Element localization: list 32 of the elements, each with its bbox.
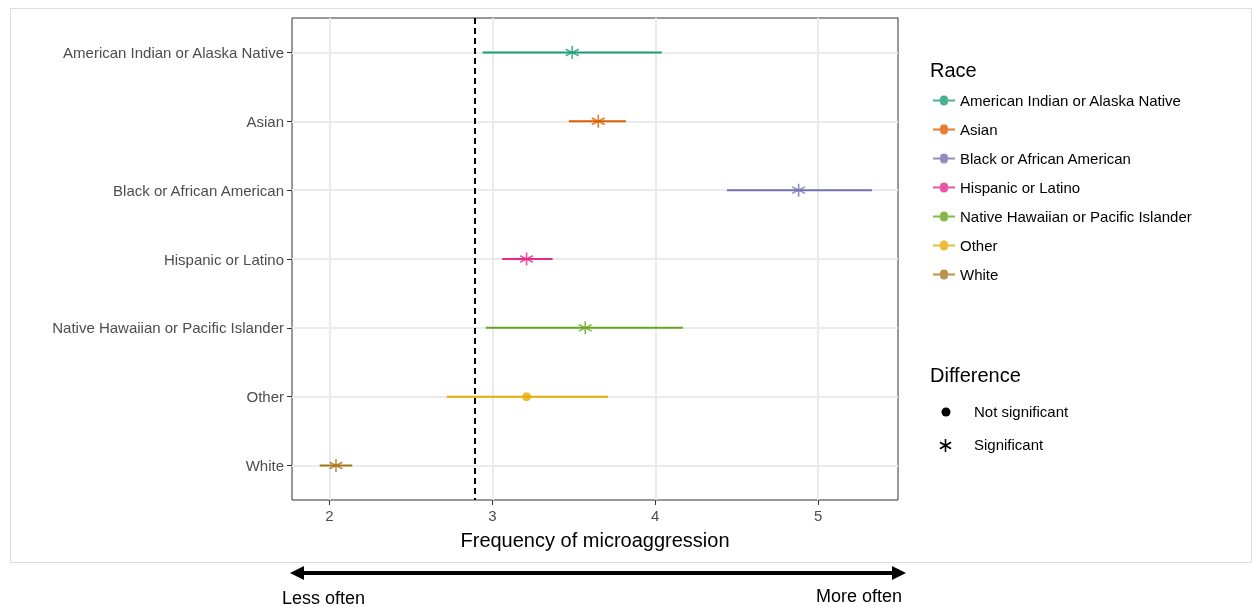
x-axis-title: Frequency of microaggression <box>460 529 730 551</box>
point <box>328 458 344 473</box>
y-tick-label: American Indian or Alaska Native <box>63 43 284 61</box>
point <box>564 45 580 60</box>
legend-label: Hispanic or Latino <box>960 179 1081 196</box>
text: Difference <box>930 364 1021 387</box>
legend-label: White <box>960 266 999 283</box>
point <box>519 251 534 267</box>
x-tick-label: 2 <box>325 507 334 524</box>
x-tick-label: 4 <box>651 507 660 524</box>
y-tick-label: White <box>245 457 284 475</box>
legend-label: Black or African American <box>960 150 1131 167</box>
y-tick-label: Other <box>246 388 284 406</box>
legend-label: Native Hawaiian or Pacific Islander <box>960 208 1192 225</box>
legend-label: American Indian or Alaska Native <box>960 92 1181 109</box>
legend-label: Other <box>960 237 998 254</box>
point <box>791 182 806 198</box>
text: Not significant <box>974 403 1069 420</box>
text: More often <box>816 586 903 607</box>
legend-label: Asian <box>960 121 998 138</box>
y-tick-label: Black or African American <box>113 181 284 199</box>
point <box>522 392 532 402</box>
y-tick-label: Hispanic or Latino <box>163 250 284 268</box>
x-tick-label: 3 <box>488 507 497 524</box>
point <box>577 320 593 336</box>
legend-title: Race <box>930 59 977 81</box>
y-tick-label: Native Hawaiian or Pacific Islander <box>52 319 284 337</box>
text: Less often <box>282 588 366 607</box>
x-tick-label: 5 <box>814 507 823 524</box>
text: Significant <box>974 436 1044 453</box>
y-tick-label: Asian <box>246 112 284 130</box>
point <box>590 113 606 129</box>
